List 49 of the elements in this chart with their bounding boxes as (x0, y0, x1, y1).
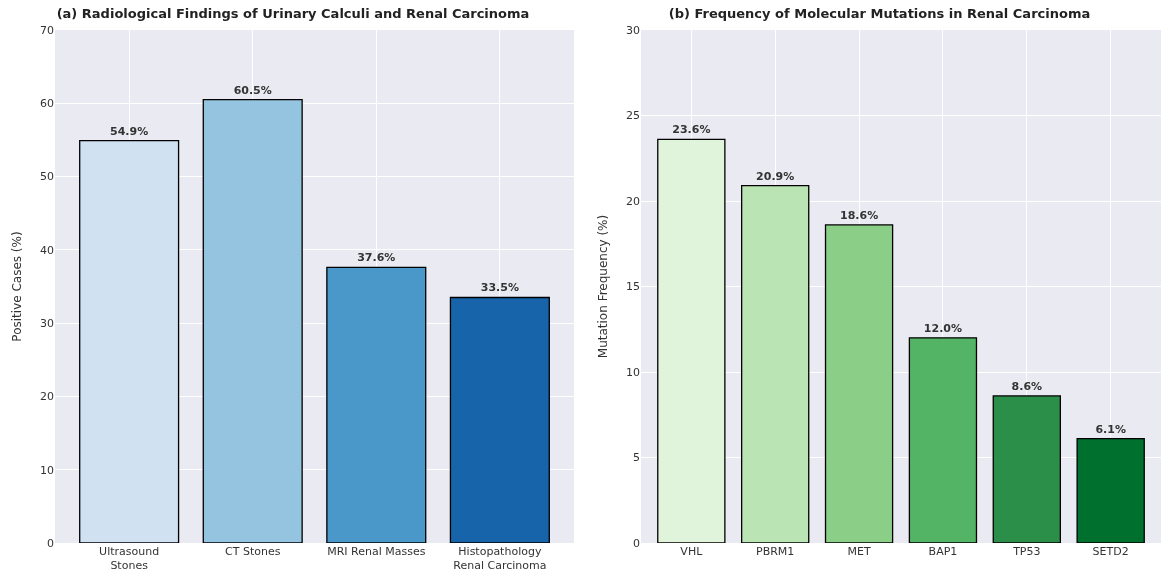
data-label: 20.9% (756, 169, 795, 183)
bar (202, 98, 303, 543)
x-tick-label: MRI Renal Masses (327, 545, 426, 558)
y-tick-label: 0 (47, 536, 54, 550)
y-tick-label: 15 (626, 280, 640, 294)
x-tick-label: VHL (680, 545, 704, 558)
y-axis-title: Mutation Frequency (%) (596, 214, 610, 359)
data-label: 8.6% (1011, 379, 1043, 393)
x-tick-label: Ultrasound Stones (99, 545, 160, 573)
chart-title: (b) Frequency of Molecular Mutations in Renal Carcinoma (668, 5, 1091, 21)
y-tick-label: 20 (40, 390, 54, 404)
y-tick-label: 30 (626, 23, 640, 37)
bar (992, 395, 1061, 543)
y-tick-label: 50 (40, 170, 54, 184)
y-tick-label: 5 (633, 451, 640, 465)
x-tick-label: CT Stones (225, 545, 281, 558)
bar (1076, 438, 1145, 543)
y-tick-label: 0 (633, 536, 640, 550)
data-label: 6.1% (1095, 422, 1126, 436)
data-label: 18.6% (839, 208, 879, 222)
data-label: 33.5% (480, 281, 519, 295)
bar (326, 266, 427, 543)
bar (741, 184, 810, 543)
y-tick-label: 25 (626, 109, 640, 123)
x-tick-label: PBRM1 (756, 545, 795, 558)
bar (79, 140, 180, 543)
data-label: 54.9% (110, 124, 149, 138)
x-tick-label: SETD2 (1092, 545, 1129, 558)
y-tick-label: 40 (40, 243, 54, 257)
data-label: 60.5% (233, 83, 272, 97)
data-label: 12.0% (923, 321, 963, 335)
y-tick-label: 30 (40, 316, 54, 330)
x-tick-label: MET (847, 545, 871, 558)
y-tick-label: 20 (626, 194, 640, 208)
y-tick-label: 10 (626, 365, 640, 379)
bar (824, 224, 894, 543)
y-tick-label: 60 (40, 97, 54, 111)
bar (449, 296, 550, 543)
y-tick-label: 10 (40, 463, 54, 477)
y-tick-label: 70 (40, 23, 54, 37)
bar (657, 138, 726, 543)
x-tick-label: BAP1 (928, 545, 958, 558)
x-tick-label: TP53 (1012, 545, 1041, 558)
x-tick-label: Histopathology Renal Carcinoma (453, 545, 547, 573)
bar (908, 337, 978, 543)
y-axis-title: Positive Cases (%) (10, 231, 24, 342)
data-label: 23.6% (672, 123, 711, 137)
chart-title: (a) Radiological Findings of Urinary Calculi and Renal Carcinoma (56, 5, 530, 21)
data-label: 37.6% (357, 251, 396, 265)
